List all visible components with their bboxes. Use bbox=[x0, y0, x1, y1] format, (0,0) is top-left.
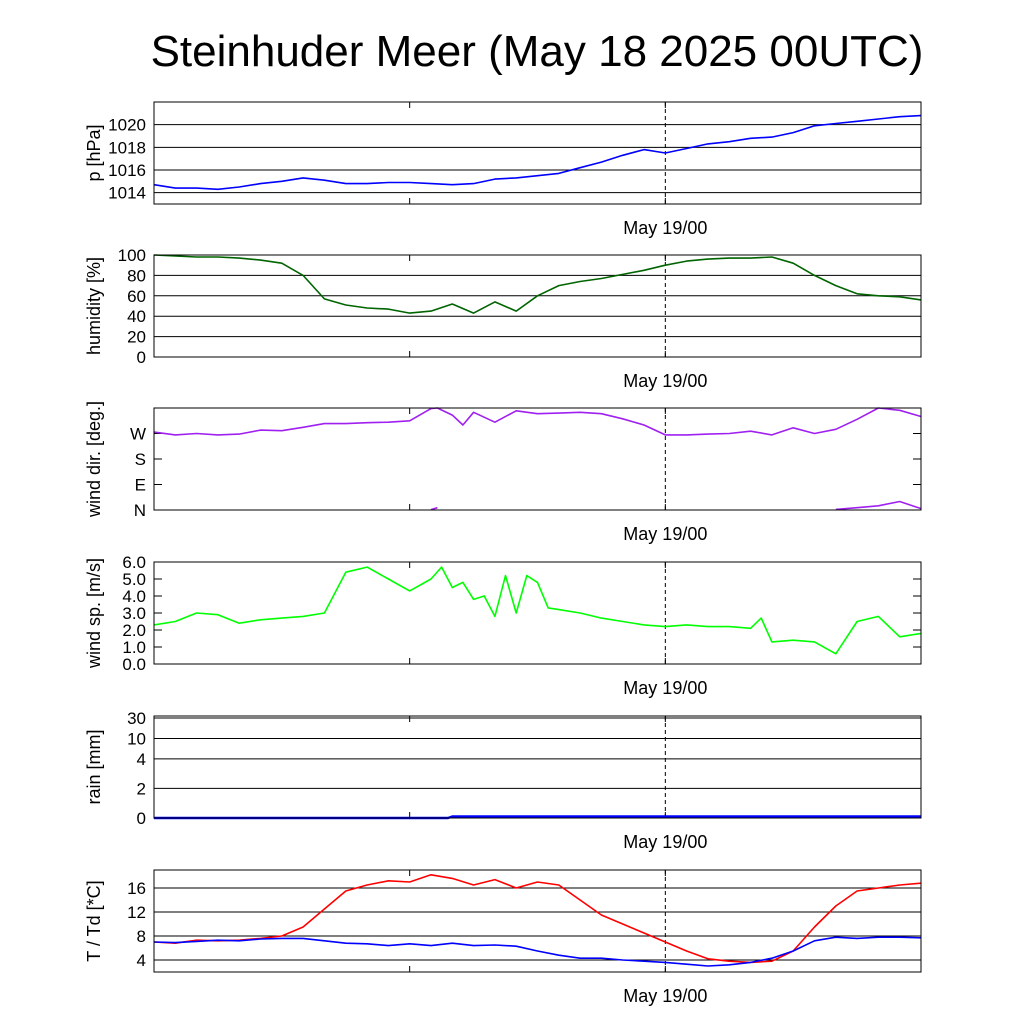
x-tick-label: May 19/00 bbox=[623, 371, 707, 391]
panel-temperature: 4 8 12 16 T / Td [*C] May 19/00 bbox=[84, 869, 922, 1006]
series-line bbox=[430, 500, 922, 511]
x-tick-label: May 19/00 bbox=[623, 832, 707, 852]
x-tick-label: May 19/00 bbox=[623, 524, 707, 544]
x-tick-label: May 19/00 bbox=[623, 218, 707, 238]
ytick-label: 8 bbox=[137, 927, 146, 946]
ytick-label: 20 bbox=[127, 328, 146, 347]
ytick-label: E bbox=[135, 476, 146, 495]
y-axis-label: wind dir. [deg.] bbox=[84, 401, 104, 518]
ytick-label: N bbox=[134, 501, 146, 520]
ytick-label: 0.0 bbox=[122, 655, 146, 674]
ytick-label: 1020 bbox=[108, 116, 146, 135]
series-line bbox=[153, 936, 922, 967]
ytick-label: 1014 bbox=[108, 184, 146, 203]
y-axis-label: rain [mm] bbox=[84, 729, 104, 804]
ytick-label: 30 bbox=[127, 709, 146, 728]
ytick-label: 2.0 bbox=[122, 621, 146, 640]
panel-frame bbox=[153, 101, 922, 205]
ytick-label: 3.0 bbox=[122, 604, 146, 623]
ytick-label: 16 bbox=[127, 879, 146, 898]
series-line bbox=[153, 407, 922, 436]
ytick-label: 80 bbox=[127, 266, 146, 285]
panel-wind-speed: 0.01.02.03.04.05.06.0 wind sp. [m/s] May 1… bbox=[84, 553, 922, 698]
y-axis-label: T / Td [*C] bbox=[84, 880, 104, 961]
series-line bbox=[153, 254, 922, 314]
panel-frame bbox=[153, 561, 922, 665]
ytick-label: 12 bbox=[127, 903, 146, 922]
x-tick-label: May 19/00 bbox=[623, 678, 707, 698]
ytick-label: 40 bbox=[127, 307, 146, 326]
y-axis-label: wind sp. [m/s] bbox=[84, 558, 104, 669]
ytick-label: 6.0 bbox=[122, 553, 146, 572]
ytick-label: W bbox=[130, 425, 146, 444]
y-axis-label: p [hPa] bbox=[84, 124, 104, 181]
ytick-label: 5.0 bbox=[122, 570, 146, 589]
chart-title: Steinhuder Meer (May 18 2025 00UTC) bbox=[151, 27, 924, 76]
ytick-label: 0 bbox=[137, 348, 146, 367]
x-tick-label: May 19/00 bbox=[623, 986, 707, 1006]
ytick-label: 1016 bbox=[108, 161, 146, 180]
ytick-label: 4.0 bbox=[122, 587, 146, 606]
panel-frame bbox=[153, 407, 922, 511]
ytick-label: 10 bbox=[127, 729, 146, 748]
ytick-label: 60 bbox=[127, 287, 146, 306]
ytick-label: S bbox=[135, 450, 146, 469]
ytick-label: 4 bbox=[137, 750, 146, 769]
ytick-label: 100 bbox=[118, 246, 146, 265]
panel-frame bbox=[153, 715, 922, 819]
ytick-label: 2 bbox=[137, 779, 146, 798]
panel-frame bbox=[153, 869, 922, 973]
series-line bbox=[153, 114, 922, 191]
series-line bbox=[153, 566, 922, 655]
ytick-label: 1018 bbox=[108, 138, 146, 157]
ytick-label: 4 bbox=[137, 951, 146, 970]
ytick-label: 1.0 bbox=[122, 638, 146, 657]
panel-frame bbox=[153, 254, 922, 358]
y-axis-label: humidity [%] bbox=[84, 257, 104, 355]
ytick-label: 0 bbox=[137, 809, 146, 828]
